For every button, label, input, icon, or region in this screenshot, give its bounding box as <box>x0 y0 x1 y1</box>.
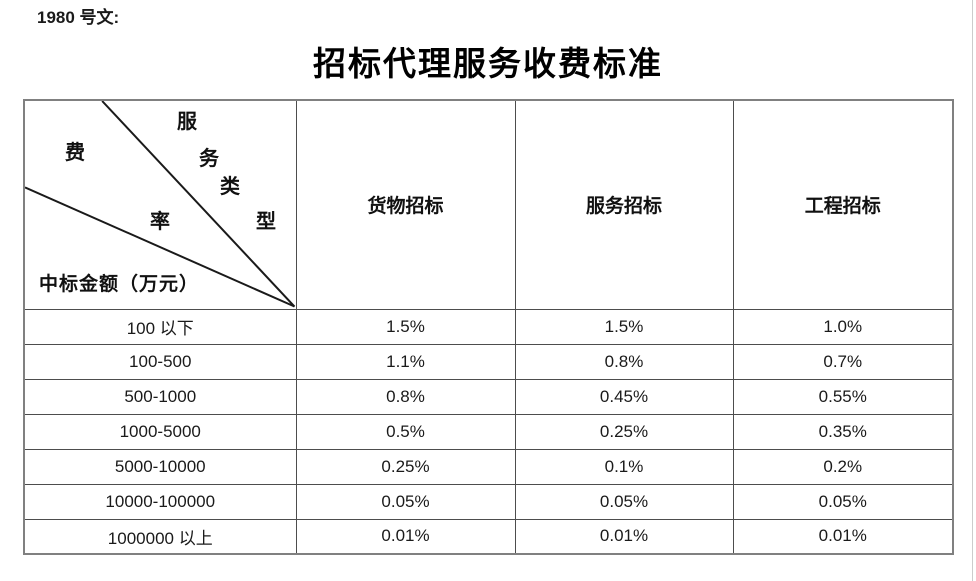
row-label: 1000000 以上 <box>23 518 297 555</box>
row-label: 1000-5000 <box>23 413 297 450</box>
rate-value: 0.01% <box>295 518 516 555</box>
rate-value: 0.8% <box>514 343 734 380</box>
table-row: 1000000 以上 0.01% 0.01% 0.01% <box>23 518 954 555</box>
row-label: 500-1000 <box>23 378 297 415</box>
row-label: 5000-10000 <box>23 448 297 485</box>
corner-label-service-type-char-2: 务 <box>199 148 219 170</box>
corner-label-service-type-char-4: 型 <box>256 211 276 233</box>
rate-value: 0.01% <box>514 518 734 555</box>
rate-value: 0.8% <box>295 378 516 415</box>
diagonal-header-cell: 服 务 类 型 费 率 中标金额（万元） <box>23 99 297 310</box>
corner-label-fee-rate-char-2: 率 <box>150 211 170 233</box>
table-row: 500-1000 0.8% 0.45% 0.55% <box>23 378 954 415</box>
rate-value: 0.05% <box>732 483 954 520</box>
column-header-engineering-bidding: 工程招标 <box>732 99 954 310</box>
row-label: 100 以下 <box>23 308 297 345</box>
column-header-goods-bidding: 货物招标 <box>295 99 516 310</box>
corner-label-service-type-char-1: 服 <box>177 111 197 133</box>
table-row: 5000-10000 0.25% 0.1% 0.2% <box>23 448 954 485</box>
doc-reference-number: 1980 号文: <box>37 8 120 27</box>
table-row: 10000-100000 0.05% 0.05% 0.05% <box>23 483 954 520</box>
rate-value: 0.2% <box>732 448 954 485</box>
corner-label-fee-rate-char-1: 费 <box>65 142 85 164</box>
row-label: 100-500 <box>23 343 297 380</box>
row-label: 10000-100000 <box>23 483 297 520</box>
page-title: 招标代理服务收费标准 <box>313 47 663 83</box>
rate-value: 0.45% <box>514 378 734 415</box>
rate-value: 0.1% <box>514 448 734 485</box>
fee-standard-table: 服 务 类 型 费 率 中标金额（万元） 货物招标 服务招标 工程招标 100 … <box>23 99 954 555</box>
rate-value: 0.25% <box>295 448 516 485</box>
corner-label-service-type-char-3: 类 <box>220 176 240 198</box>
rate-value: 0.01% <box>732 518 954 555</box>
rate-value: 0.05% <box>514 483 734 520</box>
rate-value: 0.05% <box>295 483 516 520</box>
corner-label-bid-amount: 中标金额（万元） <box>39 274 200 295</box>
rate-value: 1.0% <box>732 308 954 345</box>
table-row: 1000-5000 0.5% 0.25% 0.35% <box>23 413 954 450</box>
rate-value: 0.35% <box>732 413 954 450</box>
rate-value: 1.1% <box>295 343 516 380</box>
rate-value: 0.25% <box>514 413 734 450</box>
table-row: 100-500 1.1% 0.8% 0.7% <box>23 343 954 380</box>
rate-value: 0.55% <box>732 378 954 415</box>
page-right-edge-divider <box>972 0 973 581</box>
rate-value: 0.5% <box>295 413 516 450</box>
table-row: 100 以下 1.5% 1.5% 1.0% <box>23 308 954 345</box>
rate-value: 1.5% <box>514 308 734 345</box>
diagonal-lines <box>25 101 295 308</box>
rate-value: 1.5% <box>295 308 516 345</box>
column-header-service-bidding: 服务招标 <box>514 99 734 310</box>
rate-value: 0.7% <box>732 343 954 380</box>
table-header-row: 服 务 类 型 费 率 中标金额（万元） 货物招标 服务招标 工程招标 <box>23 99 954 310</box>
